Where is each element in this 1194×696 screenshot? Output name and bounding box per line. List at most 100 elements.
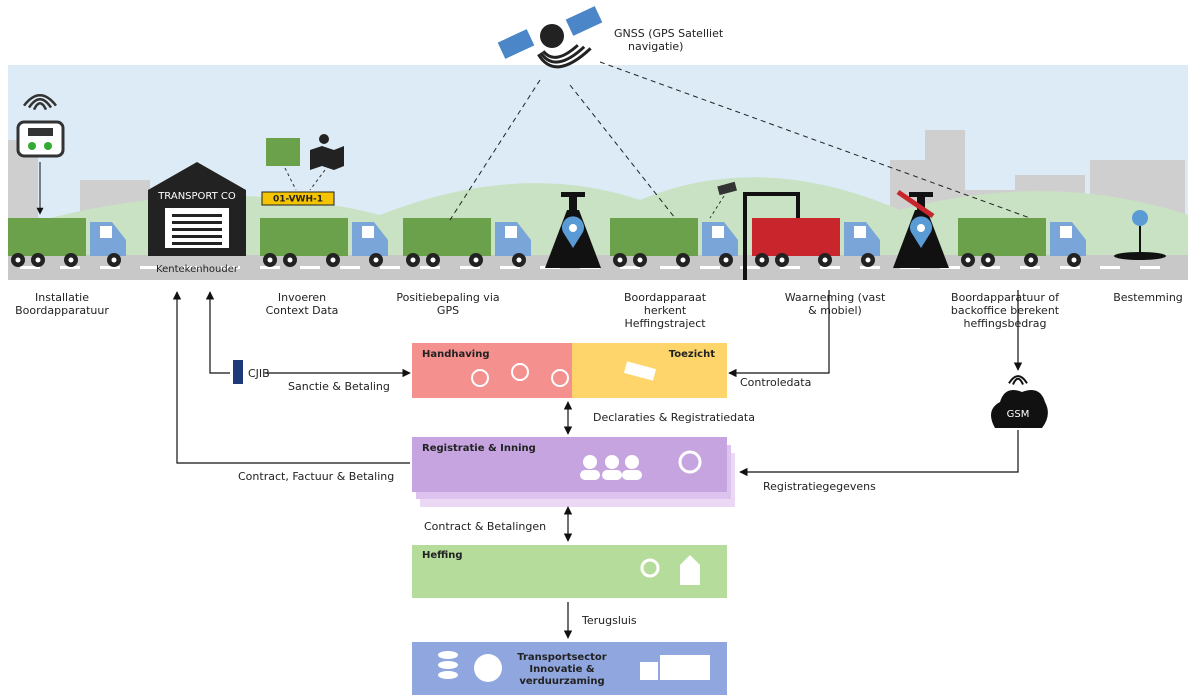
road-dash <box>860 266 880 269</box>
road-dash <box>820 266 840 269</box>
icon <box>580 470 600 480</box>
label: Boordapparaat <box>624 291 707 304</box>
heffing-box <box>412 545 727 598</box>
cab-window <box>854 226 866 238</box>
map-icon <box>310 146 344 170</box>
door-slat <box>172 235 222 238</box>
label: Declaraties & Registratiedata <box>593 411 755 424</box>
hub <box>617 257 623 263</box>
hub <box>330 257 336 263</box>
road-dash <box>100 266 120 269</box>
door-slat <box>172 228 222 231</box>
label: Context Data <box>266 304 339 317</box>
hub <box>35 257 41 263</box>
icon <box>583 455 597 469</box>
label: CJIB <box>248 367 270 380</box>
road-dash <box>460 266 480 269</box>
label: Bestemming <box>1113 291 1183 304</box>
device-screen <box>28 128 53 136</box>
strike <box>896 189 935 219</box>
gsm-cloud <box>991 389 1048 428</box>
label: Handhaving <box>422 349 490 360</box>
hub <box>822 257 828 263</box>
road-dash <box>940 266 960 269</box>
icon <box>680 555 700 585</box>
hub <box>473 257 479 263</box>
pin <box>562 216 584 248</box>
road-dash <box>340 266 360 269</box>
icon <box>551 369 569 387</box>
dash <box>709 195 725 219</box>
registratie-box <box>412 437 727 492</box>
icon <box>602 470 622 480</box>
trailer <box>610 218 698 256</box>
context-icon <box>266 138 300 166</box>
arrow <box>728 290 830 378</box>
plate <box>261 191 335 206</box>
label: Contract & Betalingen <box>424 520 546 533</box>
cab-window <box>505 226 517 238</box>
gnss-link <box>599 61 1031 219</box>
label: Boordapparatuur of <box>951 291 1060 304</box>
wifi <box>1008 375 1028 384</box>
hub <box>516 257 522 263</box>
icon <box>438 651 458 659</box>
led <box>44 142 52 150</box>
icon <box>605 455 619 469</box>
hub <box>1071 257 1077 263</box>
road-dash <box>1100 266 1120 269</box>
hub <box>985 257 991 263</box>
label: & mobiel) <box>808 304 862 317</box>
signal <box>537 47 592 69</box>
led <box>28 142 36 150</box>
label: Heffing <box>422 550 463 561</box>
sat-panel <box>565 6 603 36</box>
hub <box>965 257 971 263</box>
toll-post <box>569 195 577 211</box>
device <box>16 120 65 158</box>
handhaving-box <box>412 343 572 398</box>
road-dash <box>1060 266 1080 269</box>
label: Waarneming (vast <box>785 291 886 304</box>
toll-top <box>561 192 585 197</box>
road-dash <box>180 266 200 269</box>
door-slat <box>172 242 222 245</box>
cjib-badge <box>233 360 243 384</box>
cab-window <box>712 226 724 238</box>
hub <box>410 257 416 263</box>
hub <box>759 257 765 263</box>
road-dash <box>780 266 800 269</box>
sat-body <box>540 24 564 48</box>
hub <box>1028 257 1034 263</box>
trailer <box>8 218 86 256</box>
label: Contract, Factuur & Betaling <box>238 470 394 483</box>
hub <box>637 257 643 263</box>
icon <box>625 455 639 469</box>
cab <box>844 222 880 256</box>
pin-dot <box>569 224 577 232</box>
trailer <box>752 218 840 256</box>
road-dash <box>380 266 400 269</box>
gnss-link <box>449 79 541 221</box>
road-dash <box>140 266 160 269</box>
hub <box>430 257 436 263</box>
camera <box>717 181 737 196</box>
cab <box>90 222 126 256</box>
arrow <box>172 291 410 464</box>
road-dash <box>300 266 320 269</box>
arrow <box>739 430 1019 477</box>
road-dash <box>220 266 240 269</box>
road-dash <box>700 266 720 269</box>
hub <box>111 257 117 263</box>
road-dash <box>20 266 40 269</box>
road-dash <box>420 266 440 269</box>
signal <box>542 44 579 59</box>
pin <box>910 216 932 248</box>
cab-window <box>100 226 112 238</box>
signal <box>539 45 586 64</box>
road-dash <box>620 266 640 269</box>
label: Controledata <box>740 376 811 389</box>
icon <box>474 654 502 682</box>
wifi <box>23 93 57 107</box>
